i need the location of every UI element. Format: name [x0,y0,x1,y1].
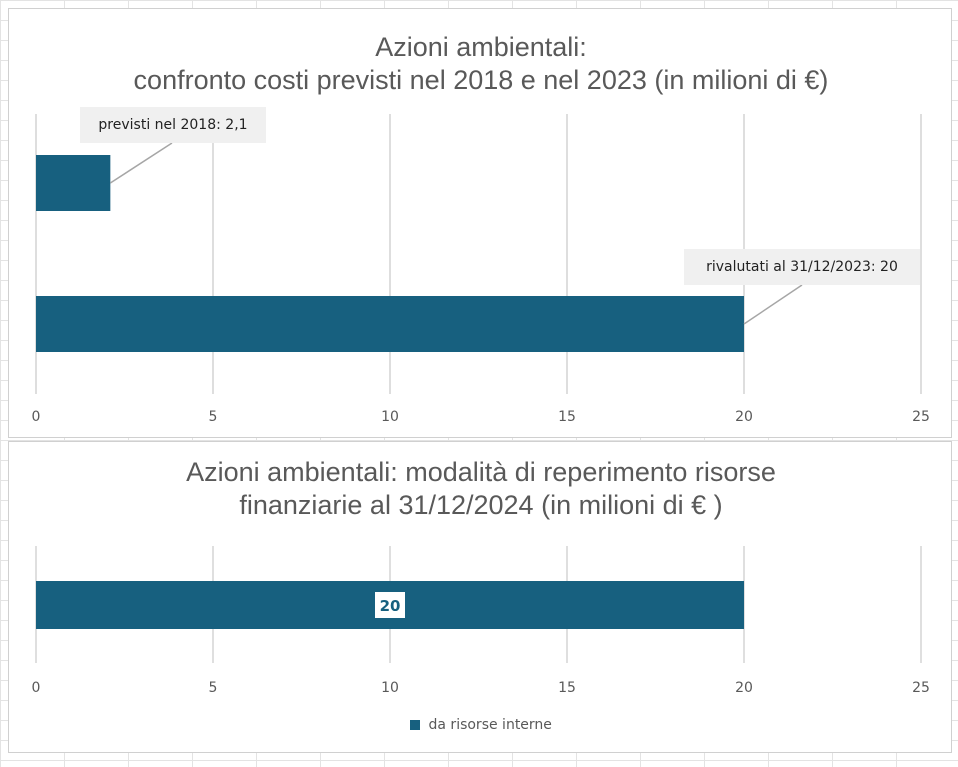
chart-title-line-2: confronto costi previsti nel 2018 e nel … [133,65,829,95]
x-tick-label: 5 [209,680,218,696]
bar [36,296,744,352]
x-tick-label: 0 [32,680,41,696]
chart-panel-costs: Azioni ambientali: confronto costi previ… [8,8,952,438]
chart-title-line-1: Azioni ambientali: [375,32,587,62]
chart-panel-funding: Azioni ambientali: modalità di reperimen… [8,441,952,753]
bar-chart-funding: 0 5 10 15 20 25 20 [32,546,930,696]
x-tick-label: 10 [381,680,399,696]
chart-title: Azioni ambientali: modalità di reperimen… [9,456,953,522]
chart-title-line-1: Azioni ambientali: modalità di reperimen… [186,457,776,487]
x-tick-label: 15 [558,409,576,425]
leader-line [743,284,803,325]
x-tick-label: 10 [381,409,399,425]
data-label-2023: rivalutati al 31/12/2023: 20 [684,249,920,285]
legend: da risorse interne [9,717,953,733]
leader-line [109,142,173,184]
x-tick-label: 25 [912,680,930,696]
data-label-box [375,592,405,618]
data-label-2018: previsti nel 2018: 2,1 [80,107,266,143]
legend-swatch [410,720,421,730]
chart-title-line-2: finanziarie al 31/12/2024 (in milioni di… [239,490,723,520]
bar-chart-costs: 0 5 10 15 20 25 [32,114,930,425]
x-tick-label: 0 [32,409,41,425]
x-tick-label: 25 [912,409,930,425]
x-tick-label: 20 [735,680,753,696]
data-label: 20 [380,597,401,615]
x-tick-label: 20 [735,409,753,425]
x-tick-label: 15 [558,680,576,696]
chart-title: Azioni ambientali: confronto costi previ… [9,31,953,97]
bar [36,155,111,211]
x-tick-label: 5 [209,409,218,425]
legend-label: da risorse interne [428,717,552,733]
